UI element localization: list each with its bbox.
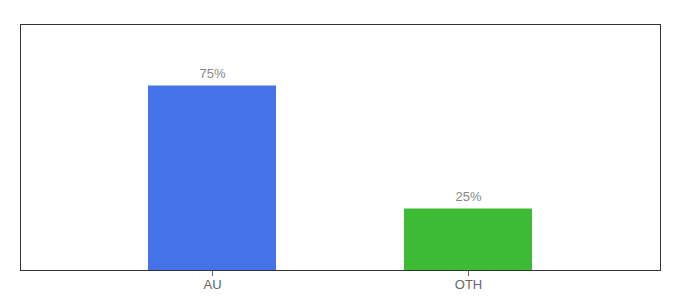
svg-text:25%: 25% [455, 189, 481, 204]
svg-text:AU: AU [203, 277, 221, 292]
svg-text:75%: 75% [199, 66, 225, 81]
svg-text:OTH: OTH [455, 277, 482, 292]
